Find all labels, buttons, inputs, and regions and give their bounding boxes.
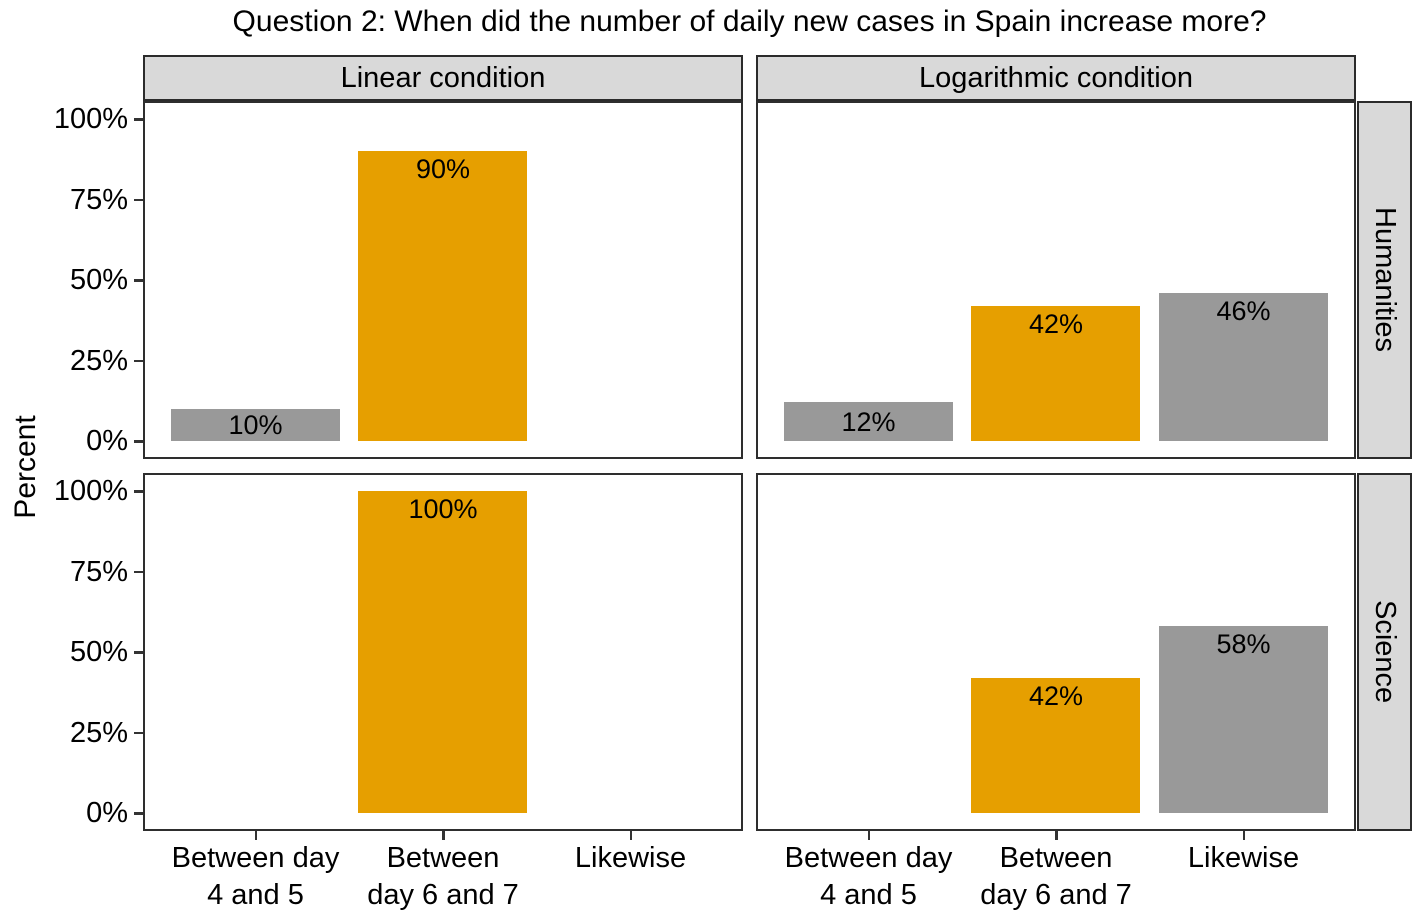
y-tick-label: 75% — [69, 183, 128, 216]
y-tick-label: 0% — [86, 425, 128, 457]
x-tick-mark — [1242, 831, 1245, 840]
bar-value-label: 42% — [1028, 308, 1083, 339]
bar-likewise — [1158, 626, 1328, 813]
y-tick-mark — [134, 359, 143, 362]
bar-value-label: 10% — [228, 409, 283, 440]
bar-between-day-6-and-7 — [358, 491, 528, 813]
y-tick-mark — [134, 490, 143, 493]
x-tick-mark — [867, 831, 870, 840]
chart-title: Question 2: When did the number of daily… — [232, 5, 1267, 38]
x-category-label: Between day 6 and 7 — [367, 842, 519, 911]
bar-value-label: 90% — [415, 154, 470, 185]
facet-strip-humanities: Humanities — [1357, 101, 1412, 459]
x-tick-mark — [1055, 831, 1058, 840]
facet-strip-linear-condition: Linear condition — [143, 55, 743, 101]
bar-value-label: 46% — [1216, 295, 1271, 326]
x-tick-mark — [442, 831, 445, 840]
x-category-label: Between day 6 and 7 — [980, 842, 1132, 911]
x-category-label: Between day 4 and 5 — [784, 842, 953, 911]
bar-between-day-6-and-7 — [358, 151, 528, 441]
y-tick-mark — [134, 118, 143, 121]
y-tick-mark — [134, 731, 143, 734]
x-tick-mark — [254, 831, 257, 840]
y-tick-label: 100% — [53, 475, 128, 507]
facet-strip-logarithmic-condition: Logarithmic condition — [756, 55, 1356, 101]
panel-science-logarithmic: 42% 58% — [756, 473, 1356, 831]
x-category-label: Between day 4 and 5 — [171, 842, 340, 911]
x-category-label: Likewise — [574, 842, 687, 874]
y-tick-label: 75% — [69, 555, 128, 588]
y-tick-mark — [134, 198, 143, 201]
panel-humanities-logarithmic: 12% 42% 46% — [756, 101, 1356, 459]
y-tick-mark — [134, 440, 143, 443]
y-tick-mark — [134, 651, 143, 654]
facet-strip-science: Science — [1357, 473, 1412, 831]
y-tick-label: 0% — [86, 797, 128, 829]
panel-science-linear: 100% — [143, 473, 743, 831]
y-tick-label: 100% — [53, 103, 128, 135]
bar-likewise — [1158, 292, 1328, 441]
panel-humanities-linear: 10% 90% — [143, 101, 743, 459]
y-tick-label: 25% — [69, 716, 128, 749]
y-tick-label: 50% — [69, 636, 128, 668]
bar-between-day-4-and-5 — [783, 402, 953, 441]
y-tick-label: 50% — [69, 264, 128, 296]
bar-value-label: 58% — [1216, 629, 1271, 660]
bar-value-label: 12% — [841, 406, 896, 437]
bar-between-day-4-and-5 — [170, 408, 340, 441]
bar-value-label: 100% — [408, 494, 478, 524]
bar-between-day-6-and-7 — [971, 677, 1141, 813]
y-tick-mark — [134, 279, 143, 282]
y-tick-mark — [134, 570, 143, 573]
x-category-label: Likewise — [1187, 842, 1300, 874]
bar-value-label: 42% — [1028, 680, 1083, 711]
bar-between-day-6-and-7 — [971, 305, 1141, 441]
x-tick-mark — [629, 831, 632, 840]
y-tick-label: 25% — [69, 344, 128, 377]
y-tick-mark — [134, 812, 143, 815]
